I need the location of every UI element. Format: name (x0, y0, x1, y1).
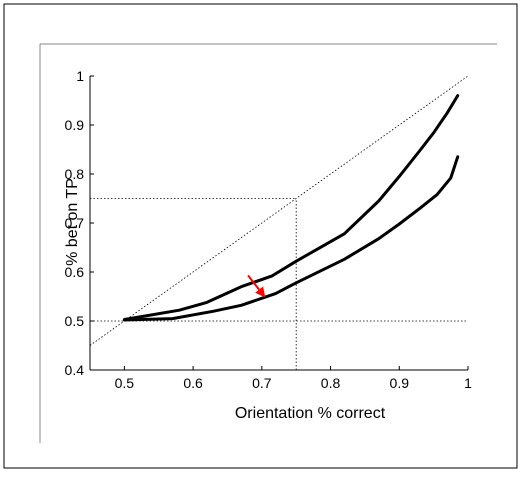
series-line-2 (122, 155, 460, 322)
x-tick-label: 1 (464, 375, 472, 391)
y-tick-label: 0.9 (65, 117, 85, 133)
series-line-1 (122, 94, 460, 321)
plot-area: 0.5 0.6 0.7 0.8 0.9 1 0.4 0.5 0.6 0.7 0.8 0.9 1 (65, 68, 473, 391)
x-axis-label: Orientation % correct (235, 405, 386, 422)
y-tick-label: 0.6 (65, 264, 85, 280)
arrow-annotation-shaft (247, 274, 260, 291)
arrow-annotation-head (255, 286, 266, 298)
x-tick-label: 0.5 (115, 375, 135, 391)
y-tick-label: 0.4 (65, 362, 85, 378)
x-tick-label: 0.9 (390, 375, 410, 391)
y-tick-label: 0.7 (65, 215, 85, 231)
y-tick-label: 1 (76, 68, 84, 84)
x-tick-label: 0.7 (252, 375, 272, 391)
y-tick-label: 0.8 (65, 166, 85, 182)
x-tick-label: 0.6 (183, 375, 203, 391)
y-tick-label: 0.5 (65, 313, 85, 329)
x-tick-label: 0.8 (321, 375, 341, 391)
y-axis-label: % bet on TP (64, 178, 81, 266)
diagonal-reference-line (89, 75, 469, 346)
